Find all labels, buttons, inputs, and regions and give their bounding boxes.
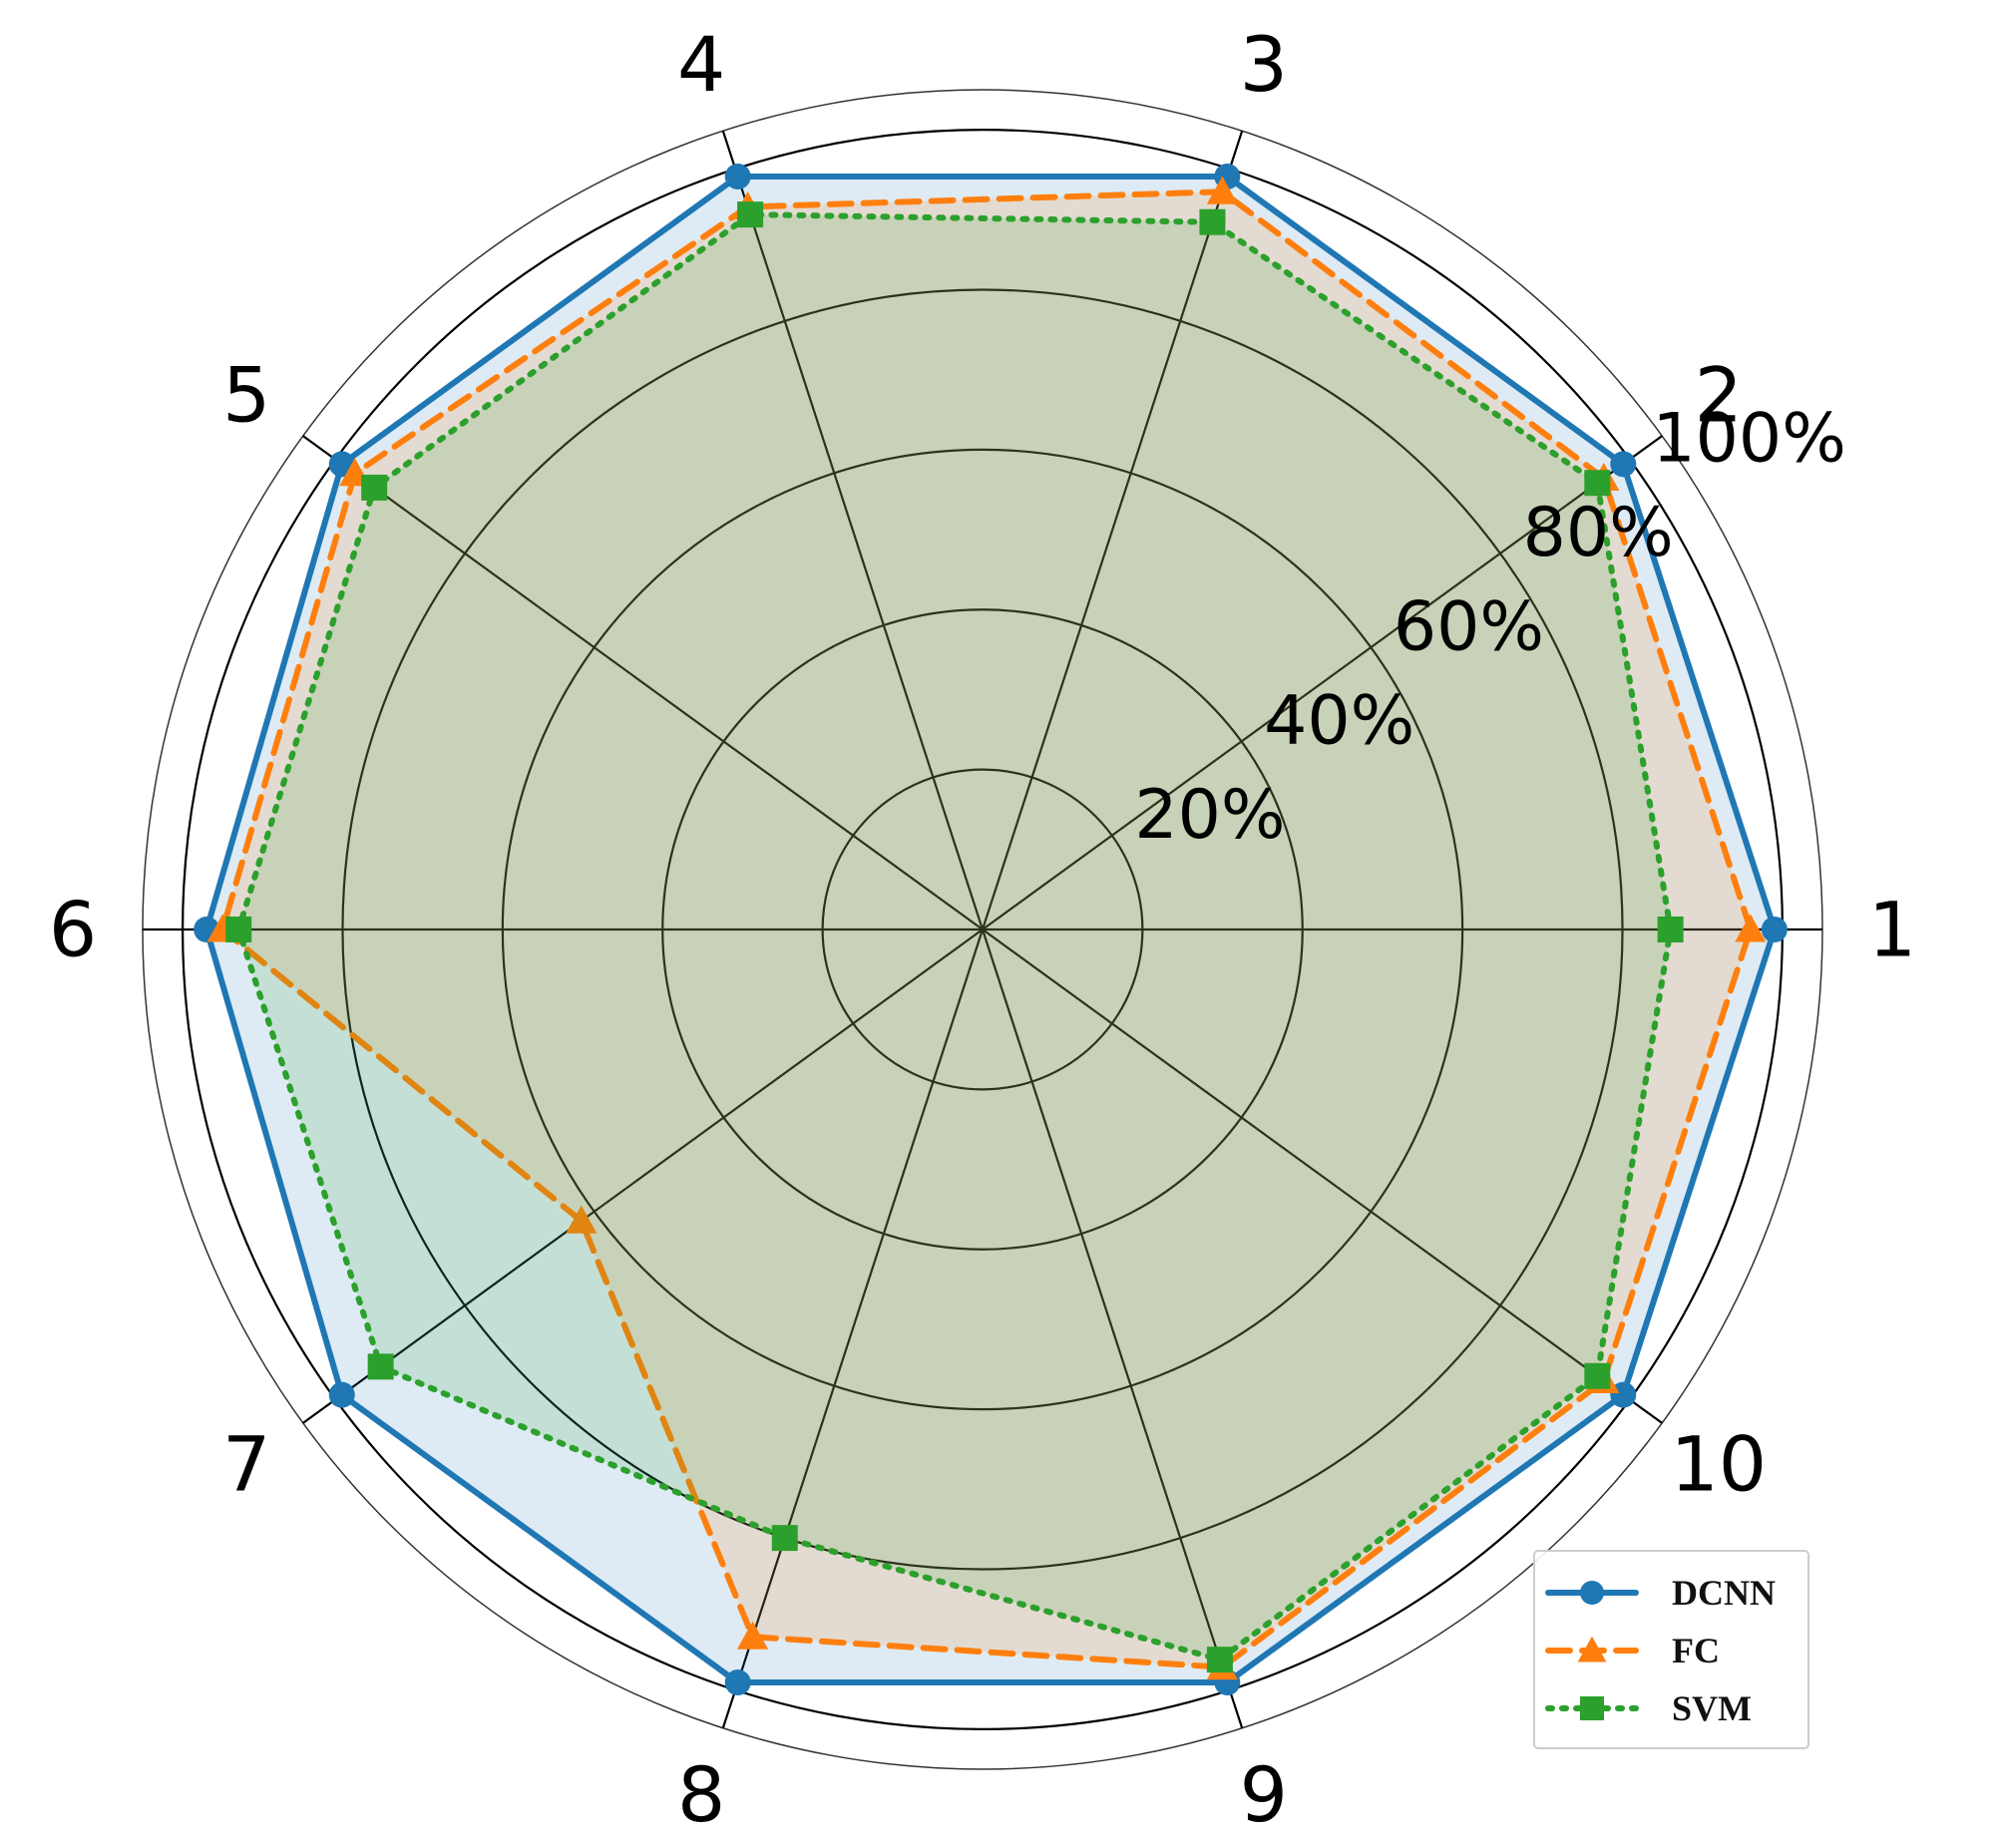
point-dcnn-4: [724, 163, 751, 189]
spoke-2: [982, 435, 1663, 930]
category-label-2: 2: [1695, 350, 1743, 439]
spoke-10: [982, 928, 1663, 1424]
category-label-3: 3: [1240, 20, 1288, 109]
legend-marker-fc: [1577, 1636, 1607, 1663]
grid-layer: [142, 89, 1823, 1770]
point-svm-4: [737, 201, 764, 228]
point-fc-8: [736, 1621, 769, 1650]
series-fc: [206, 176, 1767, 1680]
legend-marker-svm: [1580, 1696, 1604, 1720]
series-fill-svm: [238, 214, 1671, 1661]
legend-marker-dcnn: [1580, 1581, 1604, 1605]
point-svm-1: [1657, 917, 1684, 942]
category-label-9: 9: [1240, 1750, 1288, 1839]
tick-label-40: 40%: [1264, 682, 1414, 761]
spoke-3: [981, 130, 1244, 930]
point-svm-2: [1584, 470, 1611, 497]
category-label-4: 4: [677, 20, 725, 109]
point-svm-6: [225, 917, 252, 942]
tick-label-100: 100%: [1652, 400, 1845, 479]
legend-label-dcnn: DCNN: [1672, 1573, 1776, 1613]
spoke-9: [981, 928, 1244, 1729]
point-dcnn-1: [1761, 917, 1788, 942]
legend: DCNN FC SVM: [1533, 1550, 1809, 1749]
series-svm: [225, 201, 1684, 1673]
tick-label-80: 80%: [1523, 494, 1674, 572]
spoke-8: [721, 928, 985, 1729]
point-svm-3: [1199, 208, 1226, 235]
tick-label-20: 20%: [1134, 776, 1285, 855]
point-dcnn-2: [1610, 451, 1637, 478]
legend-label-fc: FC: [1672, 1631, 1720, 1670]
point-dcnn-7: [328, 1381, 355, 1408]
series-fill-fc: [222, 191, 1751, 1667]
legend-label-svm: SVM: [1672, 1688, 1752, 1728]
point-fc-7: [566, 1205, 598, 1234]
category-label-10: 10: [1670, 1420, 1767, 1509]
series-dcnn: [194, 163, 1788, 1696]
point-svm-9: [1206, 1647, 1233, 1673]
category-label-6: 6: [49, 886, 97, 974]
point-fc-1: [1735, 914, 1767, 942]
spoke-4: [721, 130, 985, 930]
category-label-5: 5: [222, 350, 270, 439]
point-svm-10: [1584, 1362, 1611, 1389]
series-fill-dcnn: [206, 176, 1775, 1683]
category-label-7: 7: [222, 1420, 270, 1509]
labels-layer: 20% 40% 60% 80% 100% 1 2 3 4 5 6 7 8 9 10: [49, 20, 1916, 1839]
spoke-7: [302, 928, 984, 1424]
spoke-5: [302, 435, 984, 930]
point-fc-3: [1206, 176, 1238, 204]
point-svm-8: [771, 1525, 798, 1552]
point-dcnn-10: [1610, 1381, 1637, 1408]
point-svm-7: [367, 1353, 394, 1380]
category-label-8: 8: [677, 1750, 725, 1839]
series-layer: [194, 163, 1788, 1696]
point-dcnn-8: [724, 1669, 751, 1696]
tick-label-60: 60%: [1394, 587, 1544, 666]
category-label-1: 1: [1868, 886, 1916, 974]
point-svm-5: [361, 474, 388, 501]
